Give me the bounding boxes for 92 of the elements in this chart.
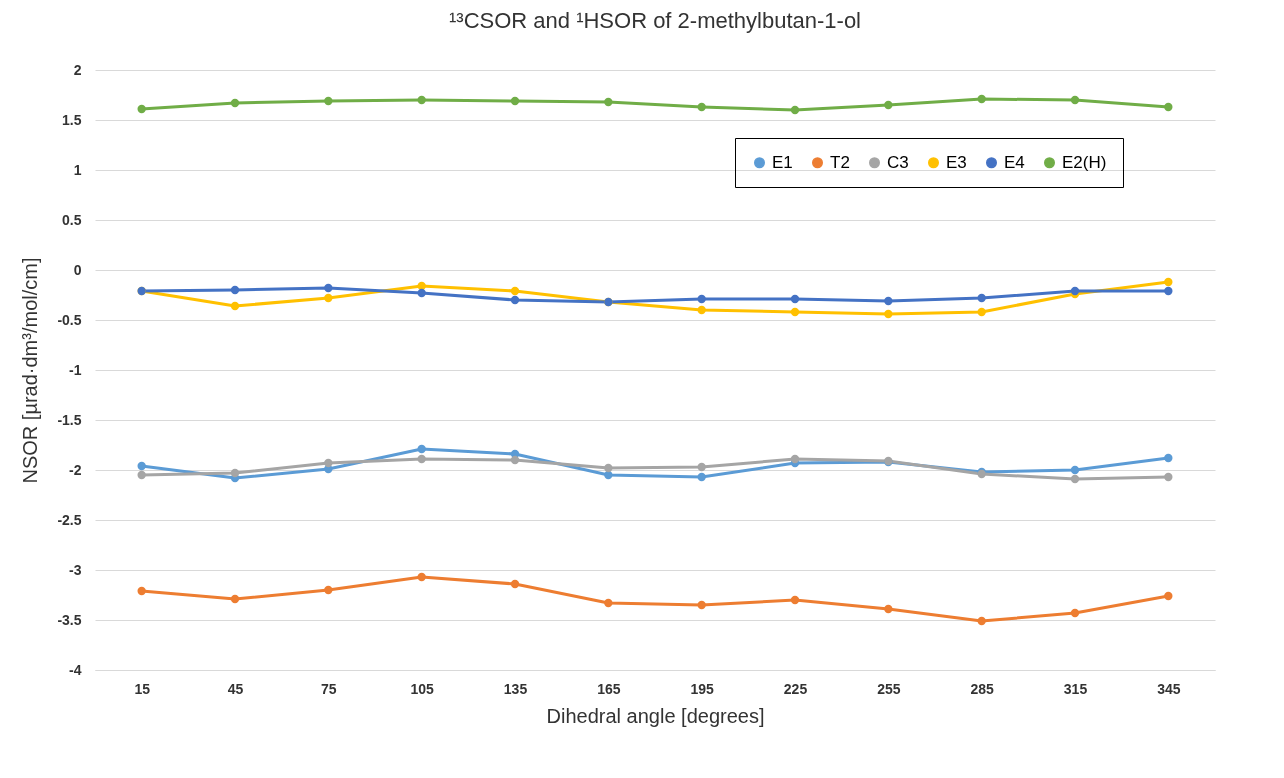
point: [604, 470, 613, 480]
point: [790, 307, 800, 317]
point: [417, 288, 426, 298]
y-tick-label: -1: [69, 361, 82, 378]
x-tick-label: 45: [227, 680, 244, 697]
x-tick-label: 285: [970, 680, 995, 697]
point: [1164, 102, 1173, 112]
point: [790, 595, 800, 605]
point: [324, 293, 333, 303]
legend-label: T2: [830, 152, 850, 172]
point: [884, 296, 893, 306]
point: [697, 462, 706, 472]
y-tick-label: -3: [69, 561, 82, 578]
x-tick-label: 255: [877, 680, 901, 697]
point: [230, 594, 240, 604]
y-tick-label: 1: [73, 161, 82, 178]
point: [417, 95, 426, 105]
point: [1164, 453, 1173, 463]
point: [1164, 472, 1173, 482]
legend-label: E4: [1004, 152, 1025, 172]
x-tick-label: 195: [690, 680, 715, 697]
point: [884, 604, 893, 614]
y-tick-label: 0: [73, 261, 82, 278]
point: [510, 295, 520, 305]
x-tick-label: 345: [1157, 680, 1181, 697]
point: [417, 281, 426, 291]
point: [977, 94, 986, 104]
point: [697, 305, 706, 315]
point: [697, 600, 706, 610]
x-tick-label: 135: [503, 680, 528, 697]
point: [790, 454, 800, 464]
point: [1070, 465, 1080, 475]
point: [604, 463, 613, 473]
point: [1070, 474, 1080, 484]
point: [417, 444, 426, 454]
y-tick-label: 2: [73, 61, 82, 78]
point: [137, 461, 146, 471]
point: [510, 579, 520, 589]
y-tick-label: -1.5: [57, 411, 82, 428]
point: [977, 293, 986, 303]
point: [697, 294, 706, 304]
legend-label: E3: [946, 152, 967, 172]
y-axis-title: NSOR [µrad·dm³/mol/cm]: [19, 257, 42, 484]
x-axis-title: Dihedral angle [degrees]: [546, 704, 765, 727]
point: [790, 105, 800, 115]
y-tick-label: -0.5: [57, 311, 82, 328]
point: [230, 468, 240, 478]
y-tick-label: -2.5: [57, 511, 82, 528]
x-tick-label: 105: [410, 680, 435, 697]
point: [324, 585, 333, 595]
x-tick-label: 165: [597, 680, 621, 697]
point: [230, 301, 240, 311]
point: [884, 309, 893, 319]
y-tick-label: 1.5: [62, 111, 82, 128]
point: [324, 458, 333, 468]
point: [697, 102, 706, 112]
x-tick-label: 15: [134, 680, 151, 697]
y-tick-label: 0.5: [62, 211, 82, 228]
legend-label: C3: [887, 152, 909, 172]
point: [510, 96, 520, 106]
point: [510, 455, 520, 465]
point: [977, 616, 986, 626]
x-tick-label: 75: [321, 680, 337, 697]
point: [510, 286, 520, 296]
point: [790, 294, 800, 304]
legend-label: E2(H): [1062, 152, 1107, 172]
point: [604, 97, 613, 107]
point: [137, 470, 146, 480]
point: [604, 598, 613, 608]
y-tick-label: -4: [69, 661, 82, 678]
point: [137, 104, 146, 114]
point: [1164, 286, 1173, 296]
point: [1070, 608, 1080, 618]
legend-label: E1: [772, 152, 793, 172]
point: [417, 454, 426, 464]
point: [324, 283, 333, 293]
point: [884, 100, 893, 110]
y-tick-label: -2: [69, 461, 82, 478]
chart-title: ¹³CSOR and ¹HSOR of 2-methylbutan-1-ol: [448, 8, 862, 33]
x-tick-label: 315: [1063, 680, 1088, 697]
point: [1164, 591, 1173, 601]
point: [230, 285, 240, 295]
point: [417, 572, 426, 582]
point: [977, 307, 986, 317]
point: [324, 96, 333, 106]
x-tick-label: 225: [783, 680, 808, 697]
point: [230, 98, 240, 108]
point: [137, 586, 146, 596]
point: [697, 472, 706, 482]
y-tick-label: -3.5: [57, 611, 82, 628]
point: [1070, 95, 1080, 105]
point: [1164, 277, 1173, 287]
